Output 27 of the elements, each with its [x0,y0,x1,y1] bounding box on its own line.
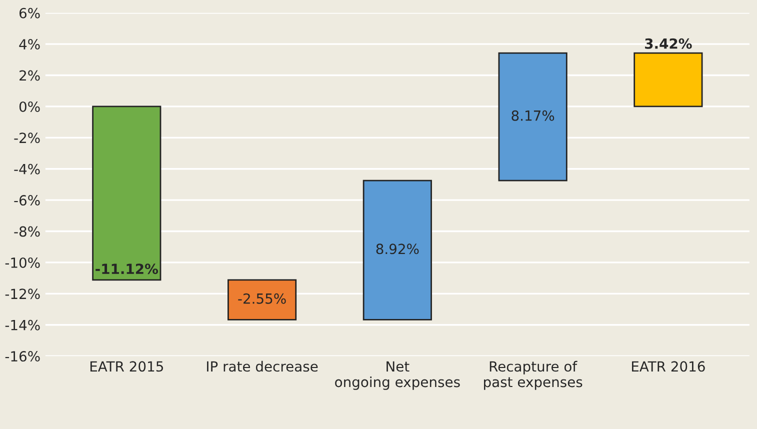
y-tick-label: -12% [5,288,40,300]
data-label: 3.42% [645,38,692,49]
bar [227,279,297,320]
x-tick-label: IP rate decrease [207,360,318,372]
y-tick-label: -2% [14,132,40,144]
data-label: -2.55% [238,293,286,304]
data-label: 8.17% [512,110,554,121]
x-tick-label: EATR 2015 [90,361,163,372]
bar [634,52,703,108]
data-label: -11.12% [96,264,158,274]
x-tick-label: Net ongoing expenses [335,361,460,390]
y-tick-label: 0% [19,101,40,112]
y-tick-label: -14% [5,320,40,330]
y-tick-label: -8% [14,226,40,237]
bar [362,180,432,320]
y-tick-label: -6% [14,195,40,206]
y-tick-label: 4% [19,39,40,50]
y-tick-label: -16% [5,351,40,362]
x-tick-label: EATR 2016 [632,361,705,372]
bar [92,106,162,281]
data-label: 8.92% [376,244,419,254]
y-tick-label: -4% [14,164,40,174]
bar [498,52,568,182]
x-tick-label: Recapture of past expenses [484,360,582,390]
y-tick-label: 2% [20,70,40,81]
y-tick-label: 6% [19,8,40,18]
y-tick-label: -10% [5,257,40,268]
